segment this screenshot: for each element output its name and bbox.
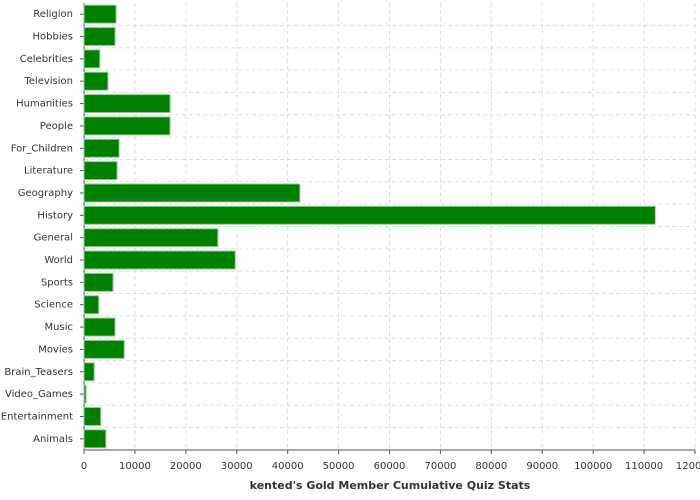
x-tick-label: 100000 [574, 461, 612, 472]
bar [83, 339, 125, 359]
y-tick-label: Entertainment [1, 411, 73, 422]
y-tick-label: Science [34, 300, 73, 311]
y-tick-label: Celebrities [20, 54, 73, 65]
bar [83, 49, 101, 69]
x-tick-label: 50000 [323, 461, 355, 472]
x-tick-label: 110000 [625, 461, 663, 472]
bar [83, 362, 95, 382]
bar [83, 138, 120, 158]
bar [83, 250, 236, 270]
y-tick-label: Video_Games [5, 389, 73, 400]
y-tick-label: History [37, 210, 73, 221]
x-tick-label: 120000 [676, 461, 700, 472]
y-tick-label: Animals [33, 434, 73, 445]
bar [83, 205, 656, 225]
x-tick-label: 90000 [526, 461, 558, 472]
y-tick-label: Sports [41, 277, 73, 288]
bar [83, 71, 109, 91]
y-tick-label: For_Children [11, 143, 73, 154]
bar [83, 183, 301, 203]
bar [83, 228, 219, 248]
x-tick-label: 10000 [119, 461, 151, 472]
y-tick-label: Geography [18, 188, 73, 199]
bar [83, 116, 171, 136]
y-tick-label: Humanities [16, 99, 73, 110]
y-tick-label: General [34, 233, 73, 244]
x-tick-label: 80000 [475, 461, 507, 472]
bar [83, 384, 87, 404]
bar [83, 27, 116, 47]
x-tick-label: 70000 [425, 461, 457, 472]
bar [83, 272, 114, 292]
y-tick-label: Movies [38, 344, 73, 355]
chart-title: kented's Gold Member Cumulative Quiz Sta… [250, 479, 531, 492]
y-tick-label: Religion [33, 9, 73, 20]
y-tick-label: Music [45, 322, 73, 333]
bar [83, 295, 100, 315]
x-tick-label: 30000 [221, 461, 253, 472]
x-tick-label: 60000 [374, 461, 406, 472]
x-tick-label: 20000 [170, 461, 202, 472]
bar [83, 317, 116, 337]
y-tick-label: Hobbies [33, 32, 73, 43]
bar [83, 161, 118, 181]
x-tick-label: 40000 [272, 461, 304, 472]
bar [83, 406, 102, 426]
y-tick-label: Brain_Teasers [4, 367, 73, 378]
bar [83, 94, 171, 114]
bar [83, 429, 107, 449]
bar [83, 4, 117, 24]
x-tick-label: 0 [81, 461, 87, 472]
y-tick-label: People [40, 121, 73, 132]
y-tick-label: Literature [24, 166, 73, 177]
y-tick-label: World [44, 255, 73, 266]
y-tick-label: Television [23, 76, 73, 87]
